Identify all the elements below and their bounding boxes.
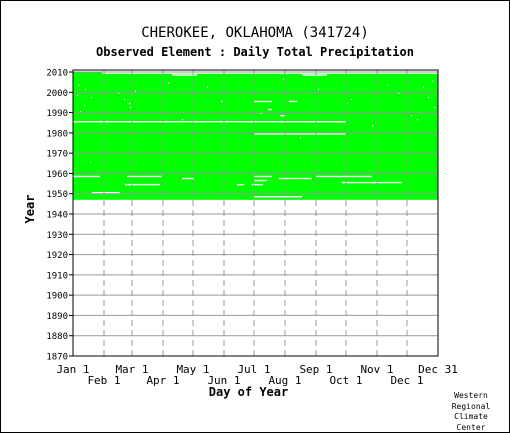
credit-block: Western Regional Climate Center xyxy=(449,391,493,433)
missing-day xyxy=(411,114,413,117)
y-axis-title: Year xyxy=(23,195,37,224)
credit-line: Climate xyxy=(454,412,488,421)
plot-frame xyxy=(72,69,439,357)
x-tick-label: Dec 1 xyxy=(390,374,423,387)
missing-segment xyxy=(252,183,263,186)
y-tick-label: 1940 xyxy=(46,211,68,221)
x-tick-label: Aug 1 xyxy=(268,374,301,387)
missing-day xyxy=(182,118,184,121)
missing-segment xyxy=(254,196,302,198)
plot-area xyxy=(73,72,438,200)
missing-segment xyxy=(289,100,297,103)
missing-day xyxy=(432,80,434,82)
missing-day xyxy=(85,88,87,90)
x-tick-label: Jan 1 xyxy=(56,363,89,376)
x-tick-label: Jun 1 xyxy=(207,374,240,387)
y-tick-label: 2010 xyxy=(46,69,68,79)
missing-day xyxy=(283,78,285,80)
missing-segment xyxy=(342,181,402,184)
missing-segment xyxy=(92,192,120,194)
missing-segment xyxy=(268,108,272,111)
missing-day xyxy=(129,102,131,105)
missing-day xyxy=(423,86,425,88)
y-tick-label: 1920 xyxy=(46,251,68,261)
missing-day xyxy=(91,96,93,99)
x-tick-label: May 1 xyxy=(176,363,209,376)
missing-segment xyxy=(73,175,100,178)
missing-day xyxy=(260,112,262,115)
missing-segment xyxy=(279,177,312,180)
missing-day xyxy=(221,100,223,103)
missing-day xyxy=(318,88,320,90)
y-tick-label: 1870 xyxy=(46,353,68,363)
missing-segment xyxy=(254,175,272,178)
chart-title: CHEROKEE, OKLAHOMA (341724) xyxy=(141,25,369,41)
missing-day xyxy=(417,118,419,121)
missing-day xyxy=(207,86,209,88)
credit-line: Center xyxy=(456,422,486,432)
missing-day xyxy=(387,84,389,86)
missing-day xyxy=(135,90,137,93)
x-tick-label: Oct 1 xyxy=(329,374,362,387)
x-tick-label: Mar 1 xyxy=(115,363,148,376)
x-tick-label: Apr 1 xyxy=(146,374,179,387)
y-tick-label: 1950 xyxy=(46,190,68,200)
missing-segment xyxy=(125,183,160,186)
missing-day xyxy=(84,104,86,107)
missing-segment xyxy=(127,175,162,178)
missing-day xyxy=(78,84,80,86)
y-tick-label: 1990 xyxy=(46,109,68,119)
missing-day xyxy=(118,92,120,95)
y-tick-label: 2000 xyxy=(46,89,68,99)
missing-segment xyxy=(254,100,272,103)
x-tick-label: Jul 1 xyxy=(237,363,270,376)
x-tick-label: Dec 31 xyxy=(418,363,458,376)
x-tick-label: Feb 1 xyxy=(87,374,120,387)
missing-segment xyxy=(254,133,346,135)
missing-segment xyxy=(182,177,194,180)
missing-segment xyxy=(302,74,327,76)
y-tick-label: 1900 xyxy=(46,292,68,302)
y-tick-label: 1880 xyxy=(46,332,68,342)
frame-layer xyxy=(72,69,439,357)
missing-day xyxy=(124,98,126,101)
axis-layer: 1870 1880 1890 1900 1910 1920 1930 1940 1950 1960… xyxy=(23,69,458,399)
missing-day xyxy=(77,94,79,97)
y-tick-label: 1980 xyxy=(46,129,68,139)
missing-day xyxy=(372,125,374,127)
missing-segment xyxy=(172,74,197,76)
x-axis-title: Day of Year xyxy=(209,385,288,399)
missing-day xyxy=(90,161,92,164)
x-tick-label: Sep 1 xyxy=(299,363,332,376)
missing-day xyxy=(80,110,82,113)
y-tick-label: 1930 xyxy=(46,231,68,241)
missing-segment xyxy=(237,183,244,186)
chart-subtitle: Observed Element : Daily Total Precipita… xyxy=(96,45,414,59)
missing-segment xyxy=(316,175,372,178)
y-tick-label: 1970 xyxy=(46,150,68,160)
missing-day xyxy=(398,92,400,95)
missing-day xyxy=(434,106,436,109)
y-tick-label: 1910 xyxy=(46,271,68,281)
missing-segment xyxy=(254,179,267,182)
missing-day xyxy=(351,98,353,101)
missing-segment xyxy=(280,114,285,117)
missing-day xyxy=(428,96,430,99)
grid-layer xyxy=(73,70,438,356)
missing-day xyxy=(168,82,170,84)
missing-segment xyxy=(73,121,346,123)
missing-segment xyxy=(102,72,438,74)
x-tick-label: Nov 1 xyxy=(360,363,393,376)
credit-line: Regional xyxy=(451,401,491,411)
credit-line: Western xyxy=(454,391,488,400)
missing-day xyxy=(130,106,132,109)
y-tick-label: 1890 xyxy=(46,312,68,322)
y-tick-label: 1960 xyxy=(46,170,68,180)
missing-day xyxy=(300,137,302,139)
